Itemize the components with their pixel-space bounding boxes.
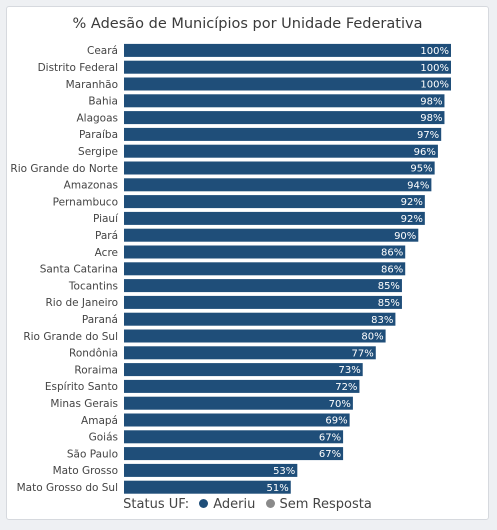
category-label: Paraná xyxy=(82,314,118,326)
data-label: 92% xyxy=(401,197,423,208)
category-label: Piauí xyxy=(93,213,119,225)
category-label: Pernambuco xyxy=(53,196,118,208)
bar[interactable] xyxy=(124,346,376,360)
data-label: 100% xyxy=(420,63,449,74)
bar[interactable] xyxy=(124,396,353,410)
bar[interactable] xyxy=(124,195,425,209)
bar[interactable] xyxy=(124,60,451,74)
category-label: Sergipe xyxy=(78,146,118,158)
bar-chart: Ceará 100% Distrito Federal 100% Maranhão 100… xyxy=(10,43,451,494)
bar[interactable] xyxy=(124,447,344,461)
category-label: Distrito Federal xyxy=(38,62,118,74)
data-label: 67% xyxy=(319,432,341,443)
data-label: 98% xyxy=(420,113,442,124)
bar[interactable] xyxy=(124,413,350,427)
category-label: Alagoas xyxy=(76,112,118,124)
bar[interactable] xyxy=(124,111,445,125)
bar[interactable] xyxy=(124,279,402,293)
legend-item-label: Aderiu xyxy=(213,497,256,512)
bar[interactable] xyxy=(124,43,451,57)
category-label: Mato Grosso do Sul xyxy=(17,482,118,494)
legend-dot-sem-resposta-icon xyxy=(265,499,275,508)
data-label: 86% xyxy=(381,264,403,275)
data-label: 85% xyxy=(378,298,400,309)
bar[interactable] xyxy=(124,379,360,393)
data-label: 69% xyxy=(325,416,347,427)
category-label: Ceará xyxy=(87,45,118,57)
legend: Status UF: Aderiu Sem Resposta xyxy=(7,497,488,512)
data-label: 86% xyxy=(381,248,403,259)
category-label: Roraima xyxy=(74,364,118,376)
data-label: 51% xyxy=(267,483,289,494)
data-label: 73% xyxy=(338,365,360,376)
category-label: Goiás xyxy=(89,432,118,444)
chart-title: % Adesão de Municípios por Unidade Feder… xyxy=(72,16,423,32)
data-label: 70% xyxy=(329,399,351,410)
category-label: Santa Catarina xyxy=(40,264,118,276)
bar[interactable] xyxy=(124,77,451,91)
category-label: Tocantins xyxy=(68,280,118,292)
category-label: Amapá xyxy=(81,415,118,427)
bar[interactable] xyxy=(124,94,445,108)
bar[interactable] xyxy=(124,329,386,343)
bar[interactable] xyxy=(124,430,344,444)
bar[interactable] xyxy=(124,463,298,477)
category-label: Rio Grande do Sul xyxy=(23,331,118,343)
data-label: 96% xyxy=(414,147,436,158)
data-label: 94% xyxy=(407,180,429,191)
legend-dot-aderiu-icon xyxy=(199,499,209,508)
bar[interactable] xyxy=(124,480,291,494)
category-label: São Paulo xyxy=(67,448,118,460)
data-label: 85% xyxy=(378,281,400,292)
category-label: Maranhão xyxy=(66,79,118,91)
bar[interactable] xyxy=(124,228,419,242)
data-label: 53% xyxy=(273,466,295,477)
category-label: Minas Gerais xyxy=(50,398,118,410)
category-label: Bahia xyxy=(88,96,118,108)
category-label: Paraíba xyxy=(79,129,118,141)
data-label: 90% xyxy=(394,231,416,242)
data-label: 98% xyxy=(420,96,442,107)
category-label: Rio de Janeiro xyxy=(45,297,118,309)
bar[interactable] xyxy=(124,178,432,192)
data-label: 72% xyxy=(335,382,357,393)
data-label: 100% xyxy=(420,46,449,57)
bar[interactable] xyxy=(124,363,363,377)
category-label: Pará xyxy=(95,230,118,242)
category-label: Rondônia xyxy=(69,348,118,360)
bar[interactable] xyxy=(124,161,435,175)
category-label: Amazonas xyxy=(64,180,118,192)
legend-item-label: Sem Resposta xyxy=(279,497,372,512)
data-label: 67% xyxy=(319,449,341,460)
data-label: 97% xyxy=(417,130,439,141)
data-label: 83% xyxy=(371,315,393,326)
data-label: 100% xyxy=(420,80,449,91)
category-label: Rio Grande do Norte xyxy=(10,163,118,175)
data-label: 95% xyxy=(410,164,432,175)
bar[interactable] xyxy=(124,262,406,276)
bar[interactable] xyxy=(124,144,438,158)
category-label: Mato Grosso xyxy=(53,465,118,477)
legend-item-sem-resposta[interactable]: Sem Resposta xyxy=(265,497,372,512)
legend-item-aderiu[interactable]: Aderiu xyxy=(199,497,255,512)
data-label: 80% xyxy=(361,332,383,343)
data-label: 77% xyxy=(352,348,374,359)
bar[interactable] xyxy=(124,245,406,259)
data-label: 92% xyxy=(401,214,423,225)
bar[interactable] xyxy=(124,312,396,326)
bar[interactable] xyxy=(124,211,425,225)
legend-label: Status UF: xyxy=(123,497,190,512)
chart-card: % Adesão de Municípios por Unidade Feder… xyxy=(6,6,489,520)
category-label: Espírito Santo xyxy=(45,381,118,393)
bar[interactable] xyxy=(124,295,402,309)
category-label: Acre xyxy=(95,247,118,259)
bar[interactable] xyxy=(124,127,442,141)
